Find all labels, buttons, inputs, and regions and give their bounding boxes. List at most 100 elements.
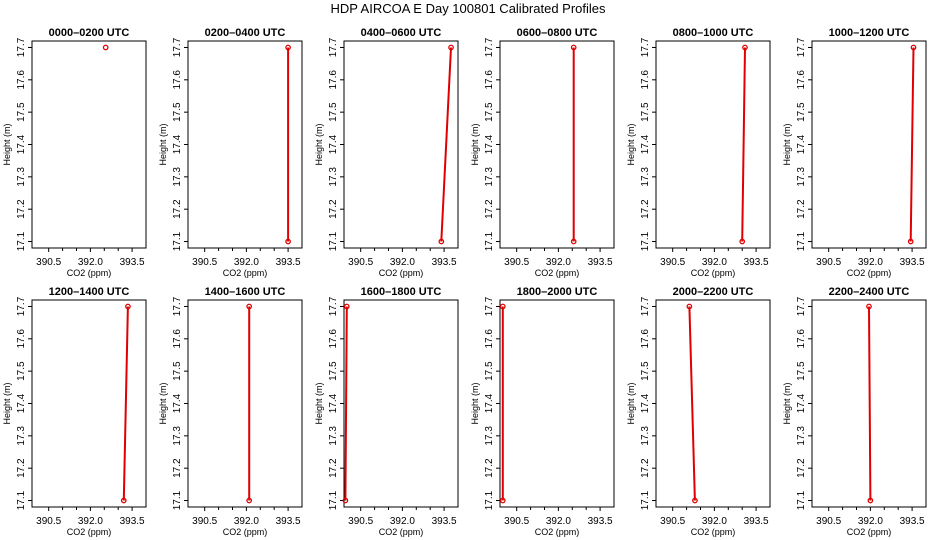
x-tick-label: 390.5 <box>504 257 529 268</box>
data-point <box>739 238 746 245</box>
y-tick-label: 17.3 <box>328 426 339 446</box>
profile-line <box>344 306 348 501</box>
y-tick-label: 17.2 <box>328 199 339 219</box>
y-tick-label: 17.4 <box>172 134 183 154</box>
x-axis-label: CO2 (ppm) <box>691 527 736 537</box>
y-axis-label: Height (m) <box>314 123 324 165</box>
chart-title: 1400–1600 UTC <box>205 286 286 298</box>
y-tick-label: 17.3 <box>16 167 27 187</box>
chart-panel: 0200–0400 UTC 17.1 17.2 17.3 17.4 17.5 17.6 17.… <box>158 27 303 278</box>
y-tick-label: 17.1 <box>640 231 651 251</box>
y-axis-label: Height (m) <box>470 123 480 165</box>
y-axis-label: Height (m) <box>158 382 168 424</box>
x-tick-label: 390.5 <box>36 516 61 527</box>
y-tick-label: 17.6 <box>16 70 27 90</box>
y-tick-label: 17.3 <box>172 167 183 187</box>
y-tick-label: 17.1 <box>640 490 651 510</box>
chart-panel: 1600–1800 UTC 17.1 17.2 17.3 17.4 17.5 17.6 17.… <box>314 286 459 537</box>
y-tick-label: 17.5 <box>16 102 27 122</box>
y-tick-label: 17.1 <box>16 231 27 251</box>
x-tick-label: 392.0 <box>546 257 571 268</box>
x-axis-label: CO2 (ppm) <box>67 268 112 278</box>
data-point <box>246 303 253 310</box>
plot-frame <box>187 299 303 508</box>
x-tick-label: 393.5 <box>588 516 613 527</box>
x-axis-label: CO2 (ppm) <box>223 527 268 537</box>
x-tick-label: 393.5 <box>432 257 457 268</box>
y-tick-label: 17.6 <box>484 329 495 349</box>
y-tick-label: 17.4 <box>640 393 651 413</box>
chart-panel: 2200–2400 UTC 17.1 17.2 17.3 17.4 17.5 17.6 17.… <box>782 286 927 537</box>
chart-panel: 0400–0600 UTC 17.1 17.2 17.3 17.4 17.5 17.6 17.… <box>314 27 459 278</box>
y-tick-label: 17.1 <box>16 490 27 510</box>
y-tick-label: 17.5 <box>796 102 807 122</box>
y-tick-label: 17.4 <box>796 393 807 413</box>
data-point <box>448 44 454 51</box>
x-axis-label: CO2 (ppm) <box>67 527 112 537</box>
x-tick-label: 392.0 <box>78 257 103 268</box>
x-tick-label: 393.5 <box>276 516 301 527</box>
x-tick-label: 392.0 <box>858 257 883 268</box>
y-tick-label: 17.4 <box>484 393 495 413</box>
y-tick-label: 17.5 <box>328 361 339 381</box>
x-tick-label: 393.5 <box>276 257 301 268</box>
page-title: HDP AIRCOA E Day 100801 Calibrated Profi… <box>330 1 606 16</box>
plot-frame <box>499 40 615 249</box>
x-tick-label: 393.5 <box>120 516 145 527</box>
chart-title: 1000–1200 UTC <box>829 27 910 39</box>
y-tick-label: 17.1 <box>328 490 339 510</box>
y-tick-label: 17.7 <box>16 296 27 316</box>
y-tick-label: 17.4 <box>796 134 807 154</box>
data-point <box>246 497 253 504</box>
plot-frame <box>655 40 771 249</box>
y-axis-label: Height (m) <box>314 382 324 424</box>
plot-frame <box>187 40 303 249</box>
y-axis-label: Height (m) <box>782 123 792 165</box>
y-tick-label: 17.4 <box>172 393 183 413</box>
chart-panel: 0600–0800 UTC 17.1 17.2 17.3 17.4 17.5 17.6 17.… <box>470 27 615 278</box>
y-axis-label: Height (m) <box>470 382 480 424</box>
y-axis-label: Height (m) <box>626 123 636 165</box>
y-tick-label: 17.5 <box>796 361 807 381</box>
x-tick-label: 392.0 <box>234 516 259 527</box>
y-tick-label: 17.6 <box>640 329 651 349</box>
x-axis-label: CO2 (ppm) <box>379 268 424 278</box>
profile-line <box>440 47 452 242</box>
chart-title: 1200–1400 UTC <box>49 286 130 298</box>
y-tick-label: 17.3 <box>172 426 183 446</box>
x-axis-label: CO2 (ppm) <box>223 268 268 278</box>
x-tick-label: 392.0 <box>390 516 415 527</box>
y-tick-label: 17.7 <box>16 37 27 57</box>
y-tick-label: 17.2 <box>640 199 651 219</box>
chart-title: 0000–0200 UTC <box>49 27 130 39</box>
y-axis-label: Height (m) <box>158 123 168 165</box>
x-tick-label: 393.5 <box>900 516 925 527</box>
data-point <box>570 44 577 51</box>
chart-title: 1600–1800 UTC <box>361 286 442 298</box>
y-tick-label: 17.2 <box>484 199 495 219</box>
plot-frame <box>811 40 927 249</box>
x-tick-label: 390.5 <box>660 257 685 268</box>
y-tick-label: 17.5 <box>16 361 27 381</box>
y-tick-label: 17.3 <box>328 167 339 187</box>
y-tick-label: 17.3 <box>484 426 495 446</box>
y-tick-label: 17.5 <box>484 361 495 381</box>
data-point <box>285 44 291 51</box>
y-tick-label: 17.4 <box>328 393 339 413</box>
y-tick-label: 17.7 <box>484 37 495 57</box>
x-tick-label: 390.5 <box>348 516 373 527</box>
data-point <box>686 303 693 310</box>
plot-frame <box>343 40 459 249</box>
chart-panel: 0000–0200 UTC 17.1 17.2 17.3 17.4 17.5 17.6 17.… <box>2 27 147 278</box>
profile-line <box>909 47 915 242</box>
x-tick-label: 393.5 <box>588 257 613 268</box>
profile-line <box>741 47 746 242</box>
y-tick-label: 17.5 <box>172 361 183 381</box>
y-tick-label: 17.6 <box>796 329 807 349</box>
y-tick-label: 17.1 <box>796 490 807 510</box>
y-tick-label: 17.2 <box>484 458 495 478</box>
y-tick-label: 17.2 <box>172 458 183 478</box>
chart-panel: 1400–1600 UTC 17.1 17.2 17.3 17.4 17.5 17.6 17.… <box>158 286 303 537</box>
profile-line <box>688 306 696 501</box>
